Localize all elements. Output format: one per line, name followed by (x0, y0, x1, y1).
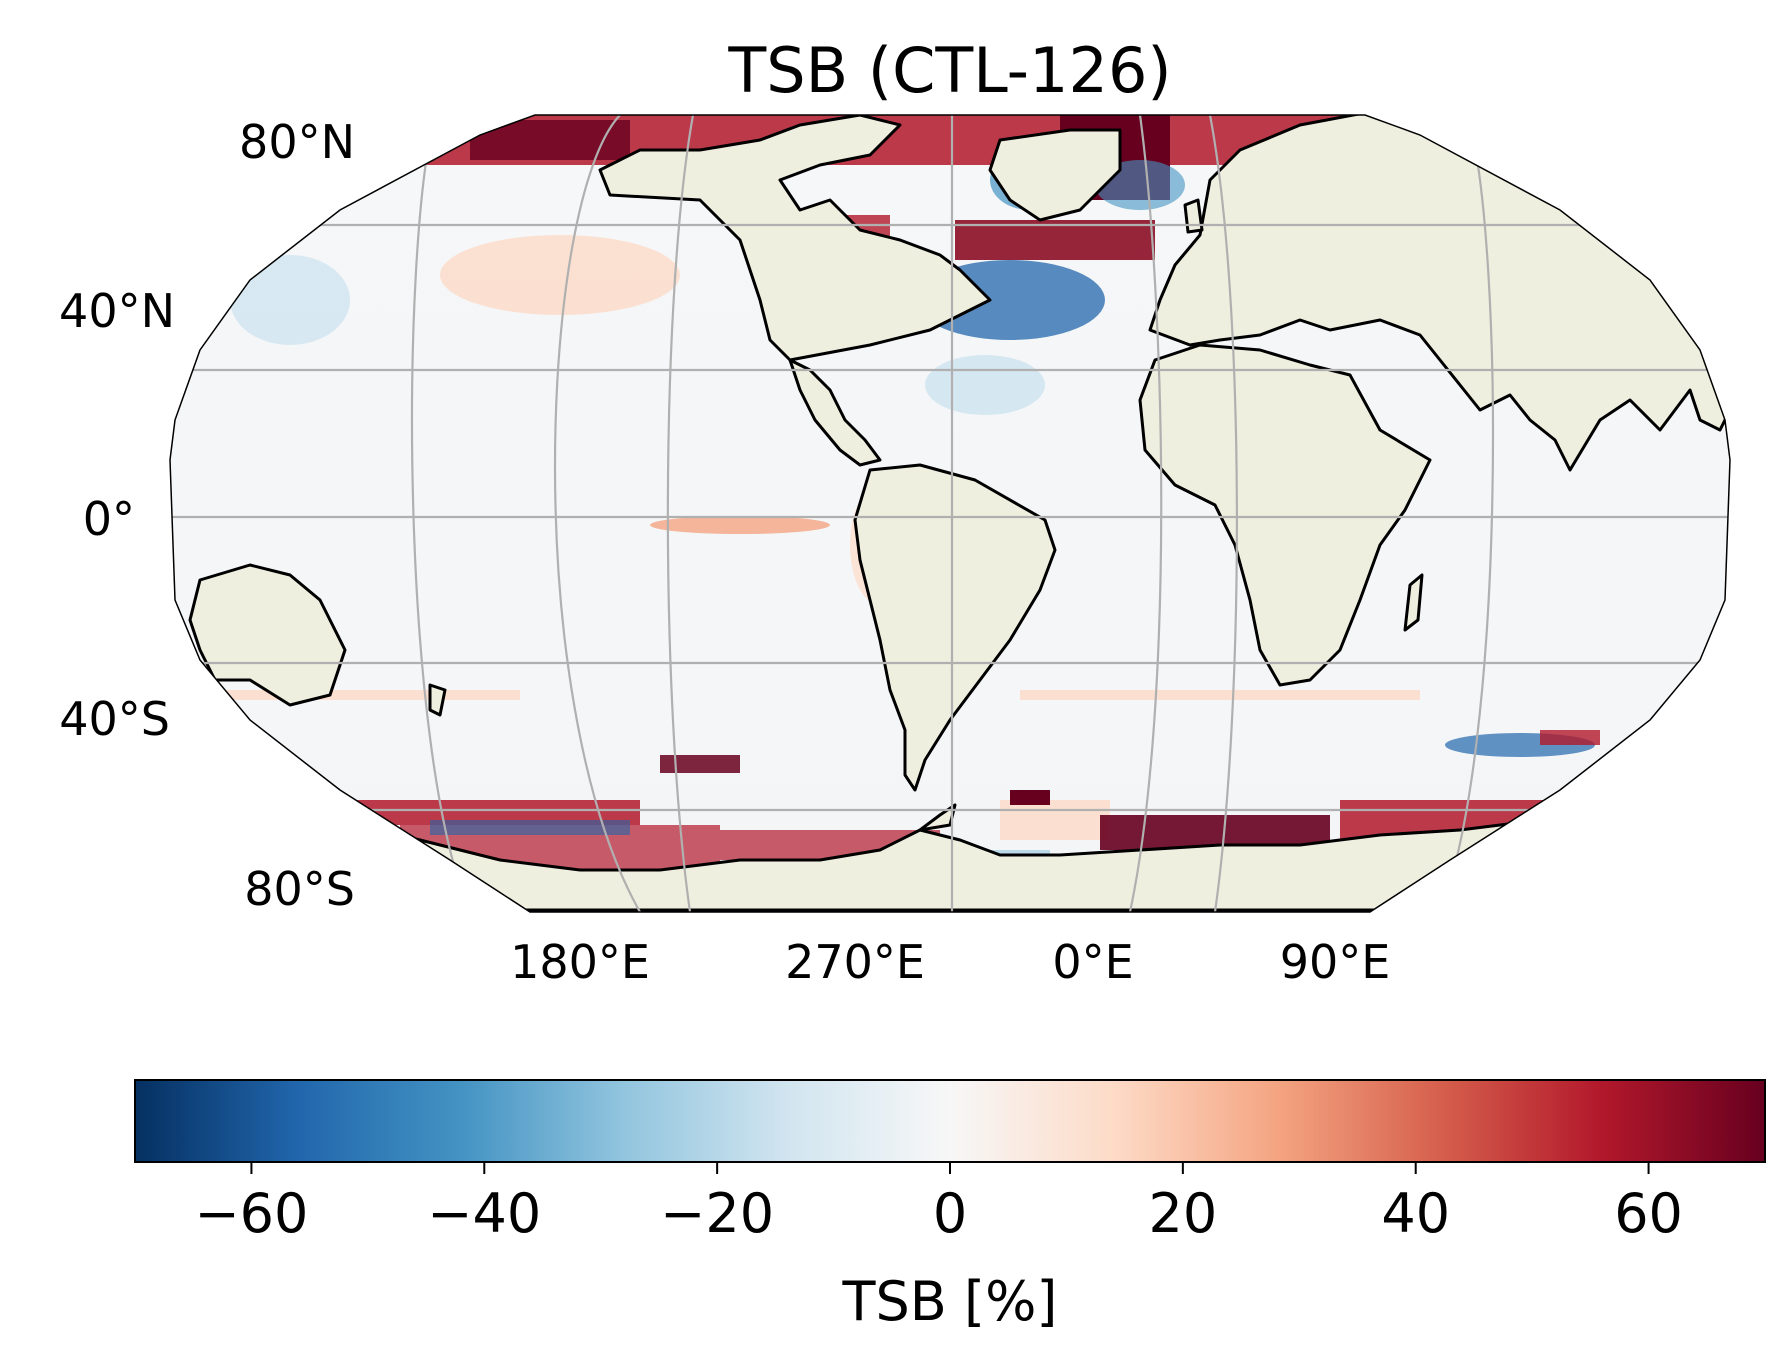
map (169, 114, 1731, 913)
lat-label-80s: 80°S (244, 862, 355, 916)
uk (1183, 198, 1204, 234)
colorbar: −60 −40 −20 0 20 40 60 TSB [%] (134, 1079, 1766, 1333)
map-boundary (169, 114, 1731, 913)
central-america (788, 358, 882, 467)
madagascar (1403, 573, 1424, 632)
lon-label-90e: 90°E (1280, 935, 1391, 989)
colorbar-ticks: −60 −40 −20 0 20 40 60 (194, 1162, 1683, 1245)
new-zealand (428, 683, 447, 717)
colorbar-fill (134, 1079, 1766, 1163)
colorbar-tick-label: −20 (660, 1182, 774, 1245)
colorbar-tick-label: −60 (194, 1182, 308, 1245)
colorbar-tick-label: −40 (427, 1182, 541, 1245)
colorbar-tick-label: 20 (1148, 1182, 1217, 1245)
north-america (598, 115, 992, 362)
lat-label-80n: 80°N (239, 115, 355, 169)
japan (1708, 243, 1730, 302)
lat-label-40n: 40°N (59, 284, 175, 338)
lat-label-0: 0° (83, 492, 135, 546)
australia (188, 563, 347, 707)
antarctic-peninsula (918, 803, 957, 832)
lon-label-270e: 270°E (785, 935, 925, 989)
greenland (988, 128, 1122, 222)
map-title: TSB (CTL-126) (727, 34, 1171, 107)
lat-labels: 80°N 40°N 0° 40°S 80°S (59, 115, 355, 916)
lon-labels: 180°E 270°E 0°E 90°E (510, 935, 1390, 989)
lon-label-180e: 180°E (510, 935, 650, 989)
lon-label-0e: 0°E (1052, 935, 1133, 989)
colorbar-tick-label: 0 (933, 1182, 967, 1245)
south-america (853, 463, 1057, 792)
lat-label-40s: 40°S (59, 692, 170, 746)
colorbar-tick-label: 40 (1381, 1182, 1450, 1245)
colorbar-label: TSB [%] (842, 1270, 1058, 1333)
gridlines (170, 115, 1730, 912)
colorbar-tick-label: 60 (1614, 1182, 1683, 1245)
africa (1138, 343, 1432, 687)
